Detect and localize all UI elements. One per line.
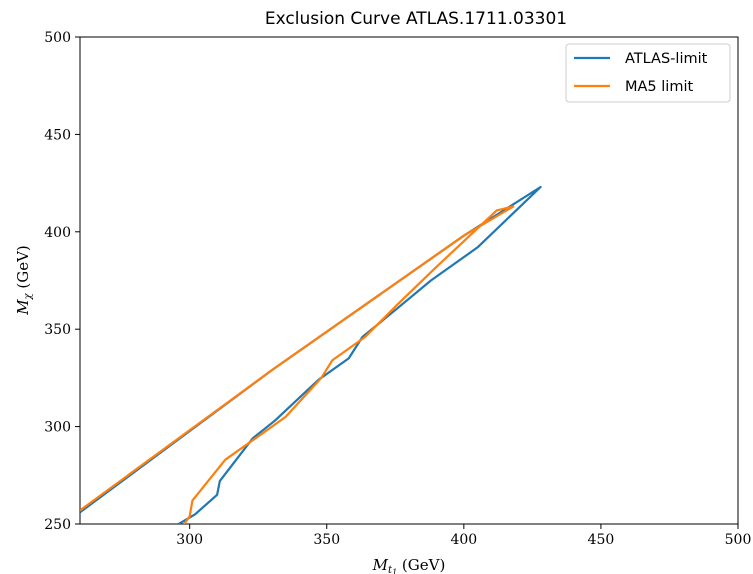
plot-area [79,36,739,525]
legend-label-atlas-limit: ATLAS-limit [625,51,708,67]
y-tick-label: 400 [44,225,71,241]
svg-text:Mt1 (GeV): Mt1 (GeV) [372,556,446,574]
series-line-ma5-limit [80,205,515,524]
series-layer [80,185,542,524]
x-tick-label: 450 [588,532,615,548]
y-axis: 250 300 350 400 450 500 [44,30,80,533]
x-axis: 300 350 400 450 500 [176,524,751,548]
y-tick-label: 450 [44,127,71,143]
legend: ATLAS-limit MA5 limit [565,43,731,103]
x-tick-label: 400 [450,532,477,548]
y-tick-label: 300 [44,420,71,436]
svg-text:Mχ (GeV): Mχ (GeV) [14,245,34,316]
x-tick-label: 300 [176,532,203,548]
y-tick-label: 500 [44,30,71,46]
x-tick-label: 500 [725,532,752,548]
y-tick-label: 250 [44,517,71,533]
y-axis-label: Mχ (GeV) [14,245,34,316]
y-tick-label: 350 [44,322,71,338]
chart-title: Exclusion Curve ATLAS.1711.03301 [265,9,567,29]
legend-label-ma5-limit: MA5 limit [625,79,693,95]
series-line-atlas-limit [80,185,542,524]
x-tick-label: 350 [313,532,340,548]
x-axis-label: Mt1 (GeV) [372,556,446,574]
